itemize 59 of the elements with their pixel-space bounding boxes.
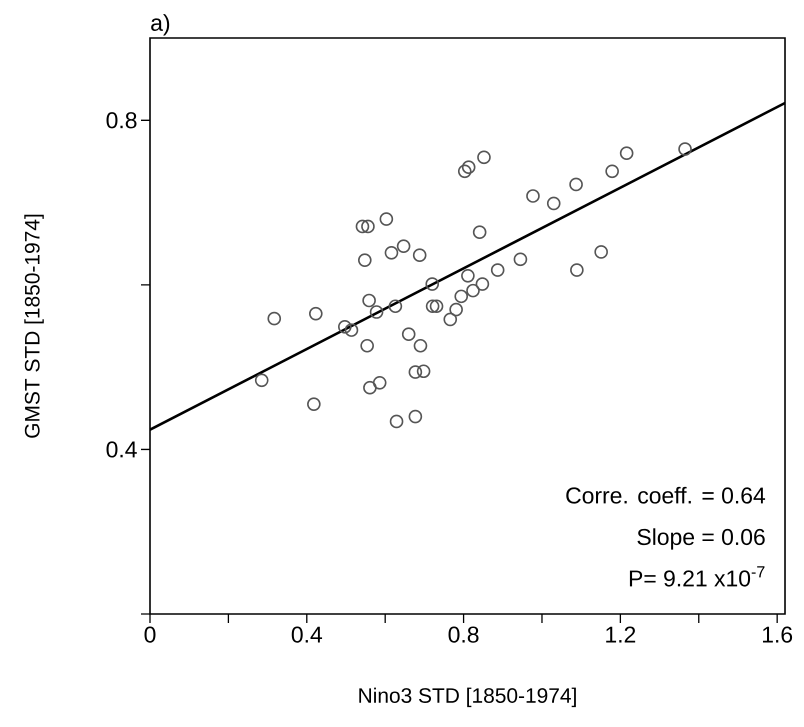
point: [449, 302, 463, 316]
point: [408, 365, 422, 379]
point: [370, 305, 384, 319]
point: [372, 376, 386, 390]
point: [267, 312, 282, 326]
point: [254, 374, 269, 388]
point: [526, 189, 540, 203]
point: [360, 338, 374, 353]
point: [344, 323, 358, 337]
point: [362, 294, 376, 308]
point: [458, 164, 472, 178]
point: [472, 225, 486, 239]
x-tick-label: 0: [144, 626, 156, 643]
y-axis-title: GMST STD [1850-1974]: [24, 214, 44, 438]
point: [402, 327, 416, 342]
point: [307, 397, 321, 411]
point: [454, 290, 468, 304]
point: [425, 277, 440, 291]
x-tick-label: 1.2: [606, 626, 636, 643]
point: [388, 299, 402, 314]
point: [356, 220, 370, 234]
point: [678, 142, 692, 156]
point: [461, 269, 475, 283]
annotation: Corre. coeff. = 0.64: [566, 486, 766, 504]
annotation: Slope = 0.06: [637, 528, 765, 550]
point: [408, 410, 422, 424]
point: [358, 253, 372, 267]
x-tick-label: 0.8: [448, 626, 479, 643]
point: [570, 263, 584, 277]
point: [412, 248, 426, 262]
point: [390, 414, 404, 428]
point: [569, 178, 583, 192]
point: [309, 306, 323, 320]
point: [490, 263, 504, 277]
point: [594, 245, 608, 259]
point: [443, 312, 458, 326]
text: a): [151, 14, 170, 36]
point: [546, 196, 561, 210]
point: [380, 212, 394, 226]
point: [477, 150, 491, 164]
point: [620, 146, 634, 160]
point: [384, 246, 398, 260]
point: [476, 277, 490, 291]
point: [430, 299, 444, 314]
point: [414, 338, 428, 353]
x-tick-label: 1.6: [762, 626, 792, 643]
point: [426, 299, 440, 314]
point: [416, 364, 430, 378]
point: [462, 160, 476, 174]
point: [466, 284, 480, 298]
annotation: P= 9.21 x10$^{-7}$: [630, 566, 764, 587]
point: [514, 252, 528, 266]
point: [363, 380, 377, 395]
point: [361, 220, 375, 234]
point: [396, 239, 410, 253]
x-axis-title: Nino3 STD [1850-1974]: [359, 688, 576, 708]
x-tick-label: 0.4: [292, 626, 322, 643]
point: [605, 164, 619, 178]
point: [338, 320, 352, 334]
